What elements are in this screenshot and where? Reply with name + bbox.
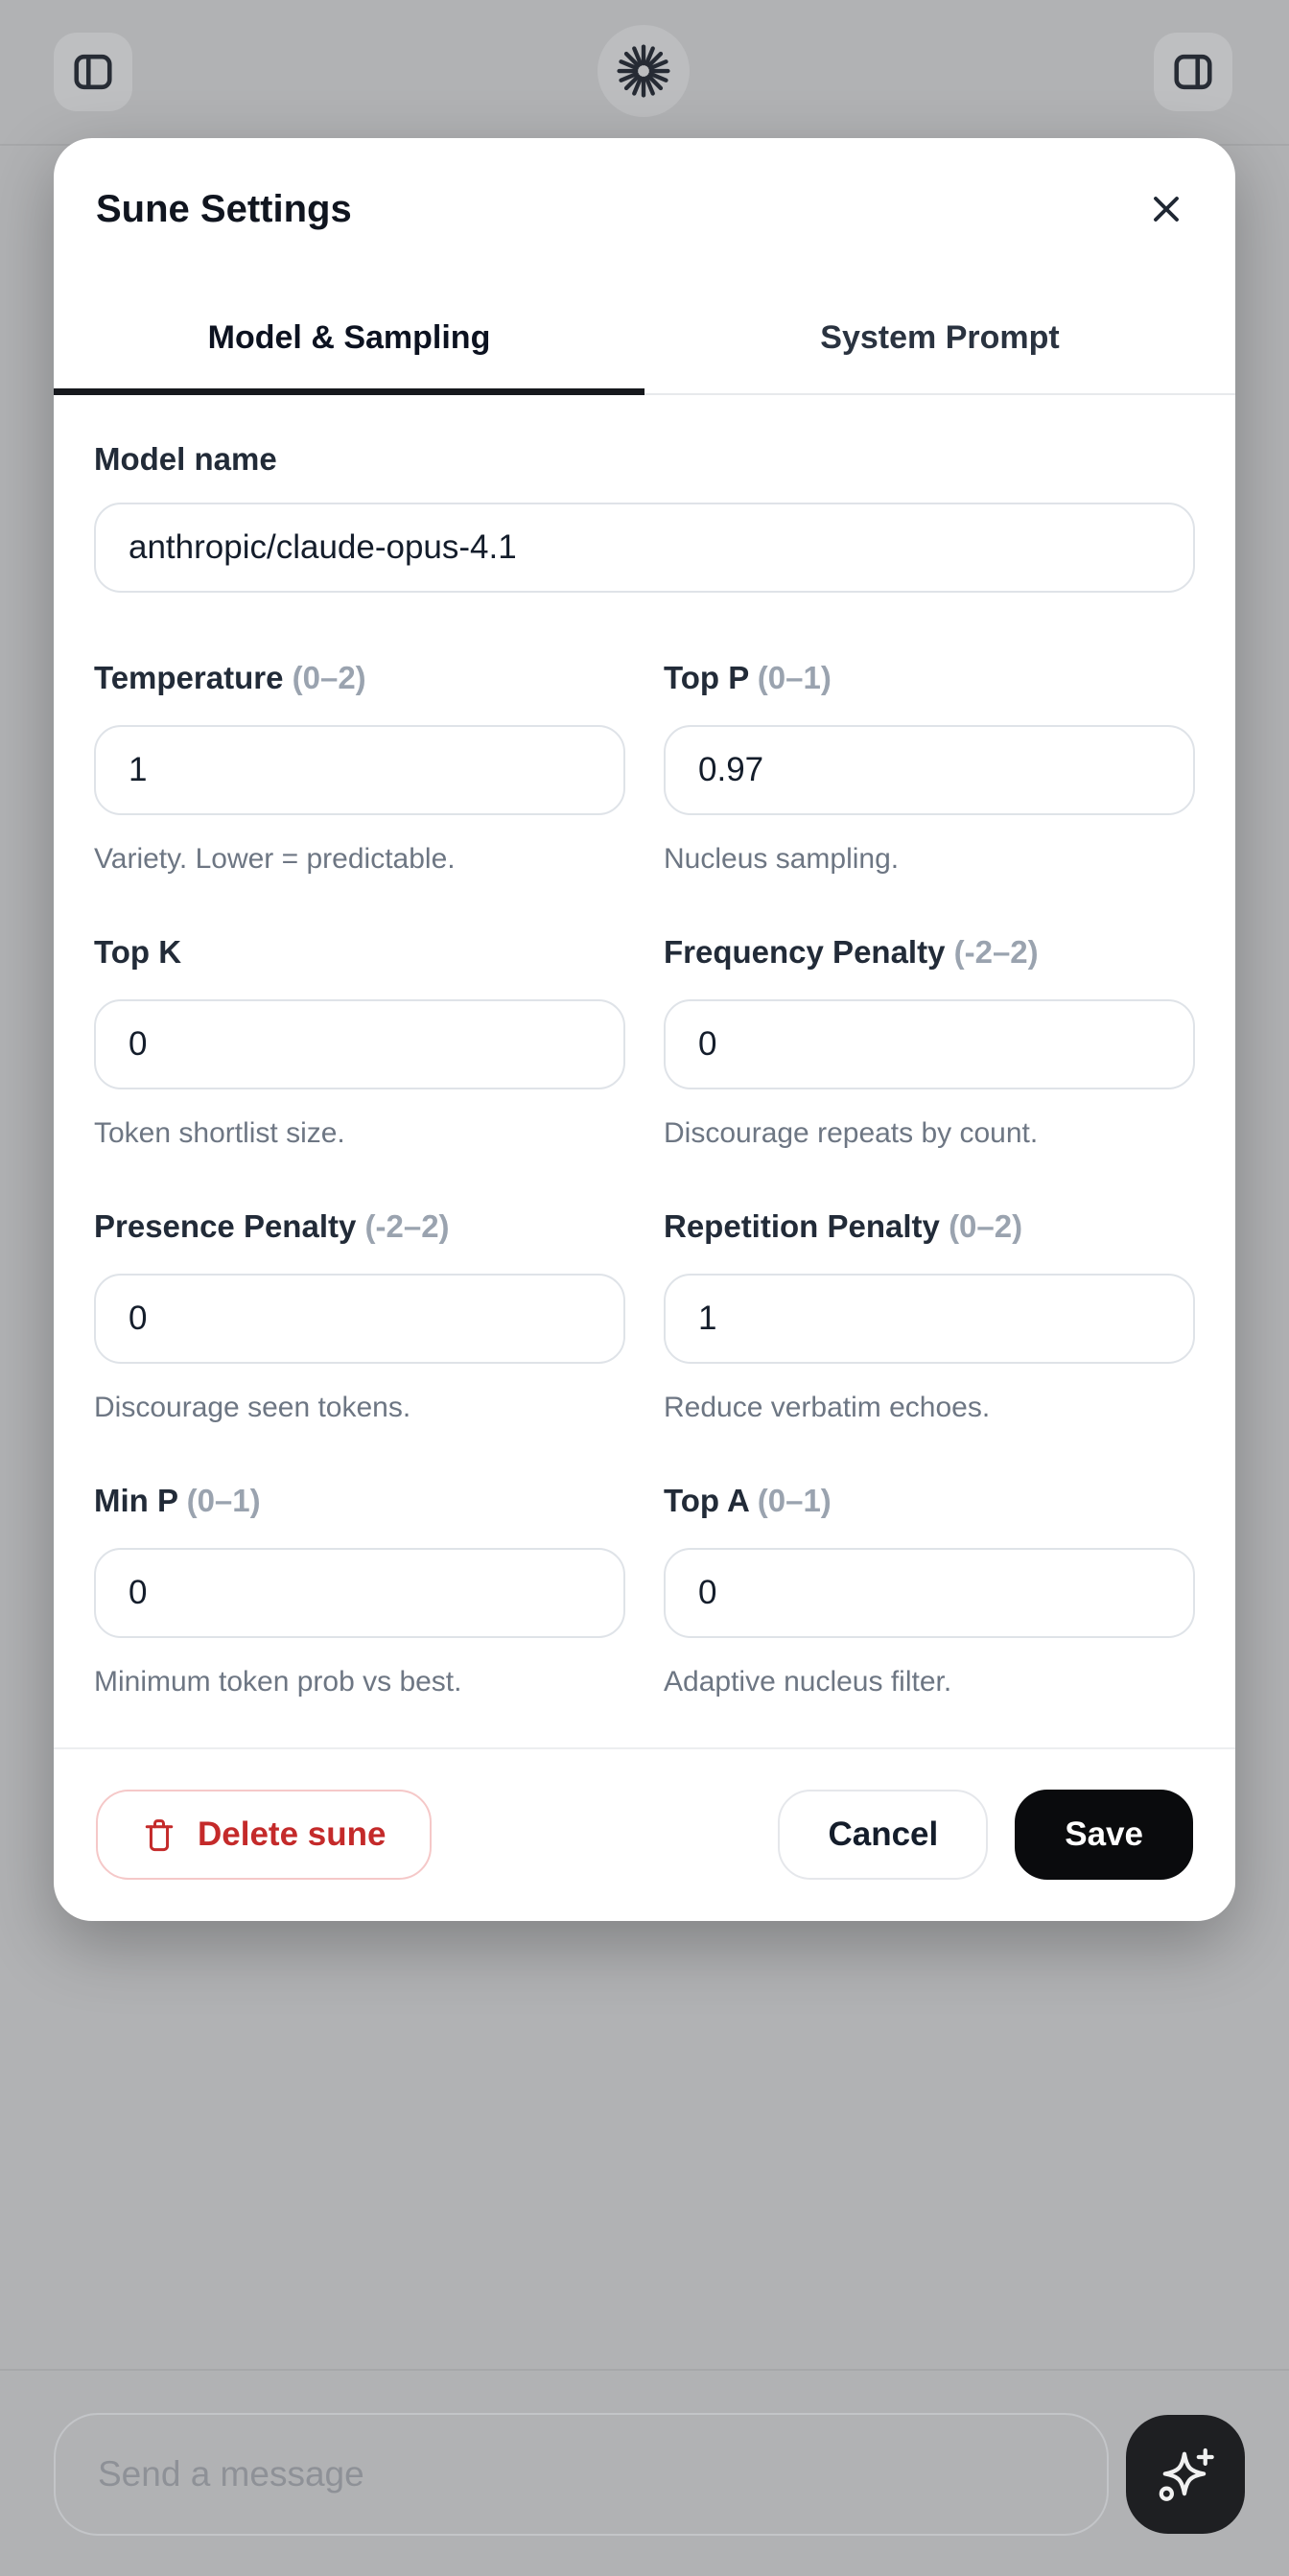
frequency-penalty-label: Frequency Penalty bbox=[664, 934, 946, 970]
model-name-label: Model name bbox=[94, 441, 277, 477]
temperature-hint: Variety. Lower = predictable. bbox=[94, 843, 456, 875]
presence-penalty-label: Presence Penalty bbox=[94, 1208, 357, 1244]
field-repetition-penalty: Repetition Penalty (0–2) Reduce verbatim… bbox=[664, 1208, 1195, 1425]
field-top-p: Top P (0–1) Nucleus sampling. bbox=[664, 660, 1195, 877]
frequency-penalty-hint: Discourage repeats by count. bbox=[664, 1117, 1039, 1149]
delete-sune-label: Delete sune bbox=[198, 1815, 387, 1853]
close-icon bbox=[1145, 188, 1187, 230]
left-sidebar-toggle-button[interactable] bbox=[54, 33, 132, 111]
model-name-input[interactable] bbox=[94, 503, 1195, 593]
top-p-hint: Nucleus sampling. bbox=[664, 843, 900, 875]
field-temperature: Temperature (0–2) Variety. Lower = predi… bbox=[94, 660, 625, 877]
field-top-k: Top K Token shortlist size. bbox=[94, 934, 625, 1151]
sampling-grid: Temperature (0–2) Variety. Lower = predi… bbox=[94, 660, 1195, 1699]
presence-penalty-range: (-2–2) bbox=[364, 1208, 450, 1244]
tab-system-prompt[interactable]: System Prompt bbox=[644, 282, 1235, 393]
top-k-label: Top K bbox=[94, 934, 182, 970]
sparkle-plus-icon bbox=[1153, 2442, 1218, 2507]
min-p-hint: Minimum token prob vs best. bbox=[94, 1666, 462, 1698]
top-k-input[interactable] bbox=[94, 999, 625, 1089]
field-frequency-penalty: Frequency Penalty (-2–2) Discourage repe… bbox=[664, 934, 1195, 1151]
cancel-button[interactable]: Cancel bbox=[778, 1790, 989, 1880]
presence-penalty-hint: Discourage seen tokens. bbox=[94, 1392, 411, 1423]
temperature-label: Temperature bbox=[94, 660, 284, 695]
right-sidebar-toggle-button[interactable] bbox=[1154, 33, 1232, 111]
panel-right-icon bbox=[1171, 50, 1215, 94]
repetition-penalty-hint: Reduce verbatim echoes. bbox=[664, 1392, 991, 1423]
starburst-icon bbox=[617, 44, 670, 98]
settings-tabs: Model & Sampling System Prompt bbox=[54, 282, 1235, 395]
modal-footer: Delete sune Cancel Save bbox=[54, 1747, 1235, 1921]
top-k-hint: Token shortlist size. bbox=[94, 1117, 345, 1149]
min-p-input[interactable] bbox=[94, 1548, 625, 1638]
close-button[interactable] bbox=[1139, 182, 1193, 236]
trash-icon bbox=[142, 1815, 176, 1854]
top-a-hint: Adaptive nucleus filter. bbox=[664, 1666, 952, 1698]
message-input[interactable] bbox=[54, 2413, 1109, 2536]
top-p-range: (0–1) bbox=[757, 660, 832, 695]
min-p-range: (0–1) bbox=[186, 1483, 261, 1518]
panel-left-icon bbox=[71, 50, 115, 94]
field-presence-penalty: Presence Penalty (-2–2) Discourage seen … bbox=[94, 1208, 625, 1425]
composer-bar bbox=[0, 2369, 1289, 2576]
top-a-label: Top A bbox=[664, 1483, 749, 1518]
field-model-name: Model name bbox=[94, 441, 1195, 593]
sune-avatar-button[interactable] bbox=[598, 25, 690, 117]
repetition-penalty-label: Repetition Penalty bbox=[664, 1208, 940, 1244]
sune-settings-modal: Sune Settings Model & Sampling System Pr… bbox=[54, 138, 1235, 1921]
temperature-range: (0–2) bbox=[292, 660, 366, 695]
delete-sune-button[interactable]: Delete sune bbox=[96, 1790, 433, 1880]
repetition-penalty-input[interactable] bbox=[664, 1274, 1195, 1364]
repetition-penalty-range: (0–2) bbox=[949, 1208, 1023, 1244]
modal-body: Model name Temperature (0–2) Variety. Lo… bbox=[54, 395, 1235, 1747]
temperature-input[interactable] bbox=[94, 725, 625, 815]
modal-title: Sune Settings bbox=[96, 188, 352, 230]
save-button[interactable]: Save bbox=[1015, 1790, 1193, 1880]
modal-header: Sune Settings bbox=[54, 138, 1235, 282]
top-p-label: Top P bbox=[664, 660, 749, 695]
frequency-penalty-input[interactable] bbox=[664, 999, 1195, 1089]
tab-model-sampling[interactable]: Model & Sampling bbox=[54, 282, 644, 395]
top-a-input[interactable] bbox=[664, 1548, 1195, 1638]
field-top-a: Top A (0–1) Adaptive nucleus filter. bbox=[664, 1483, 1195, 1699]
send-sparkle-button[interactable] bbox=[1126, 2415, 1245, 2534]
frequency-penalty-range: (-2–2) bbox=[953, 934, 1039, 970]
field-min-p: Min P (0–1) Minimum token prob vs best. bbox=[94, 1483, 625, 1699]
min-p-label: Min P bbox=[94, 1483, 178, 1518]
top-a-range: (0–1) bbox=[757, 1483, 832, 1518]
top-p-input[interactable] bbox=[664, 725, 1195, 815]
presence-penalty-input[interactable] bbox=[94, 1274, 625, 1364]
